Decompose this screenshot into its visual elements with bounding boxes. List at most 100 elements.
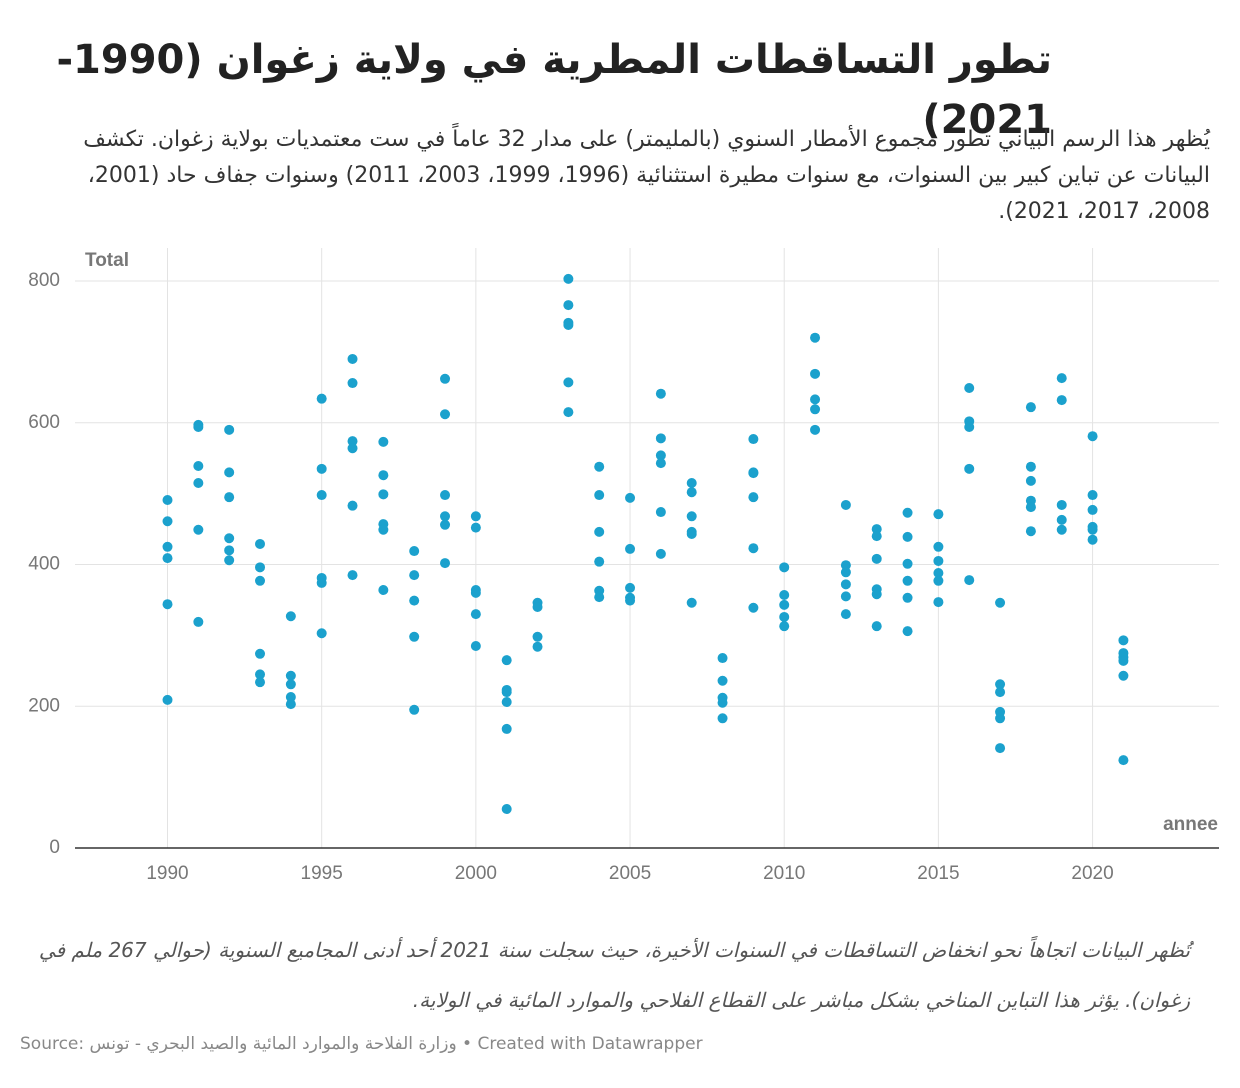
point [470,511,481,522]
point [717,713,728,724]
point [717,675,728,686]
point [501,655,512,666]
point [655,450,666,461]
point [995,687,1006,698]
point [347,443,358,454]
x-tick-label: 2005 [609,863,651,884]
point [193,524,204,535]
point [748,434,759,445]
point [1025,526,1036,537]
point [193,460,204,471]
point [655,458,666,469]
point [1056,524,1067,535]
source: Source: وزارة الفلاحة والموارد المائية و… [20,1034,703,1054]
point [440,558,451,569]
x-tick-label: 2020 [1071,863,1113,884]
point [964,575,975,586]
point [440,511,451,522]
point [594,526,605,537]
point [840,579,851,590]
point [440,490,451,501]
point [625,582,636,593]
point [933,509,944,520]
point [1087,431,1098,442]
point [285,692,296,703]
point [1087,524,1098,535]
y-tick-label: 400 [28,554,60,575]
point [871,553,882,564]
point [162,495,173,506]
y-tick-label: 0 [49,837,60,858]
point [224,555,235,566]
point [378,470,389,481]
y-tick-label: 200 [28,695,60,716]
y-tick-label: 600 [28,412,60,433]
point [779,611,790,622]
point [655,433,666,444]
point [964,463,975,474]
chart-title: تطور التساقطات المطرية في ولاية زغوان (1… [56,37,1052,143]
point [470,609,481,620]
point [995,597,1006,608]
point [1056,514,1067,525]
point [594,490,605,501]
point [810,368,821,379]
point [871,589,882,600]
point [162,541,173,552]
point [470,641,481,652]
point [1056,395,1067,406]
point [810,332,821,343]
point [563,377,574,388]
point [686,477,697,488]
point [1087,504,1098,515]
x-tick-label: 1995 [301,863,343,884]
point [902,531,913,542]
point [686,487,697,498]
point [409,595,420,606]
point [1056,499,1067,510]
point [501,687,512,698]
point [532,602,543,613]
point [470,587,481,598]
point [162,553,173,564]
point [748,602,759,613]
point [255,575,266,586]
point [1087,490,1098,501]
point [255,669,266,680]
point [501,723,512,734]
point [440,519,451,530]
y-tick-label: 800 [28,270,60,291]
point [655,388,666,399]
point [224,545,235,556]
point [224,424,235,435]
point [409,570,420,581]
point [902,558,913,569]
point [1118,635,1129,646]
point [810,424,821,435]
point [748,543,759,554]
point [285,611,296,622]
point [1025,502,1036,513]
point [378,585,389,596]
point [563,300,574,311]
point [1025,475,1036,486]
point [779,599,790,610]
point [748,468,759,479]
point [316,393,327,404]
point [933,597,944,608]
point [162,694,173,705]
point [840,567,851,578]
point [779,589,790,600]
x-axis-label: annee [1163,814,1218,835]
point [378,524,389,535]
point [840,609,851,620]
point [440,409,451,420]
point [285,699,296,710]
point [440,373,451,384]
point [964,383,975,394]
point [810,404,821,415]
point [193,422,204,433]
point [470,522,481,533]
point [625,543,636,554]
